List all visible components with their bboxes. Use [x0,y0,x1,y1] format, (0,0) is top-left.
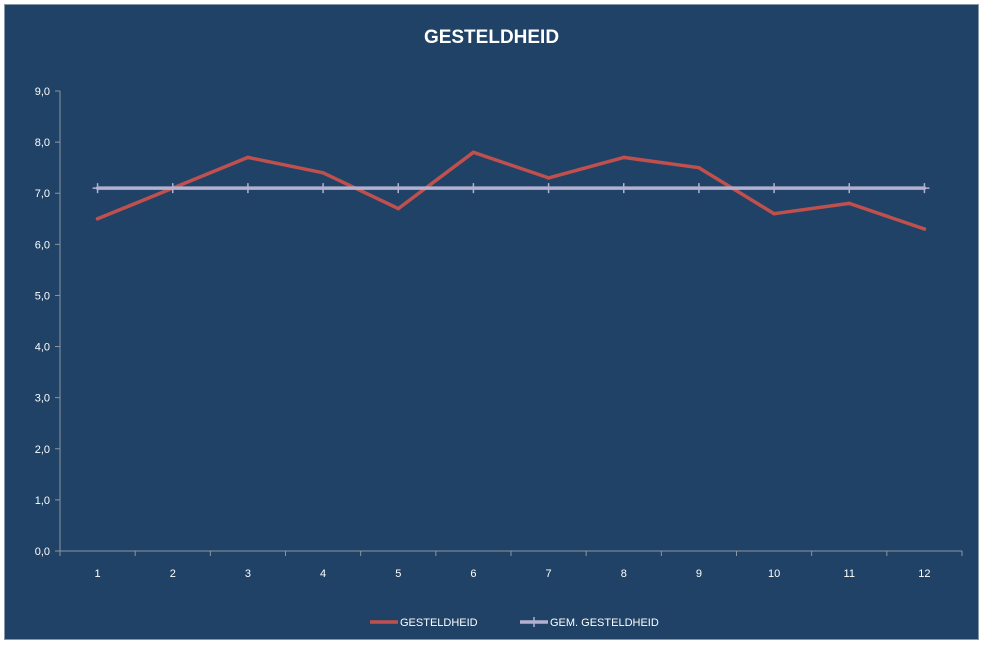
data-point-marker [167,183,178,194]
y-tick-label: 1,0 [35,495,50,507]
y-tick-label: 2,0 [35,444,50,456]
y-tick-label: 4,0 [35,342,50,354]
y-tick-label: 6,0 [35,239,50,251]
y-tick-label: 3,0 [35,393,50,405]
data-point [321,170,325,175]
legend-label-2: GEM. GESTELDHEID [550,617,659,629]
axes: 0,01,02,03,04,05,06,07,08,09,01 2 3 4 5 6 7 8 9 1… [35,86,963,580]
data-point-marker [844,183,855,194]
data-point-marker [242,183,253,194]
data-point-marker [318,183,329,194]
x-tick-label: 8 [621,568,627,580]
y-tick-label: 0,0 [35,546,50,558]
data-point [847,201,852,206]
data-point [471,150,476,155]
data-point [772,211,776,216]
x-tick-label: 9 [696,568,702,580]
x-tick-label: 11 [844,568,855,580]
data-point [396,206,401,211]
data-point [546,176,551,180]
x-tick-label: 1 [95,568,101,580]
y-tick-label: 9,0 [35,86,50,98]
x-tick-label: 4 [320,568,326,580]
data-point [246,155,250,160]
x-tick-label: 7 [546,568,552,580]
data-point-marker [769,183,780,194]
data-point-marker [919,183,930,194]
x-tick-label: 6 [470,568,476,580]
series-line-1 [95,150,927,231]
data-point-marker [468,183,479,194]
chart-area: GESTELDHEID [4,4,979,640]
x-tick-label: 12 [918,568,930,580]
y-tick-label: 8,0 [35,137,50,149]
legend-label-1: GESTELDHEID [400,617,478,629]
y-tick-label: 5,0 [35,290,50,302]
x-tick-label: 2 [170,568,176,580]
data-point-marker [92,183,103,194]
x-tick-label: 3 [245,568,251,580]
data-point [95,216,100,221]
x-tick-label: 5 [395,568,401,580]
data-point-marker [543,183,554,194]
y-tick-label: 7,0 [35,188,50,200]
data-point-marker [618,183,629,194]
data-point-marker [393,183,404,194]
data-point [697,165,701,170]
chart-title: GESTELDHEID [423,27,560,48]
data-point-marker [693,183,704,194]
data-point [922,227,927,231]
data-point [621,155,626,160]
series-layer [92,150,930,231]
legend: GESTELDHEID GEM. GESTELDHEID [370,617,659,629]
x-tick-label: 10 [768,568,780,580]
